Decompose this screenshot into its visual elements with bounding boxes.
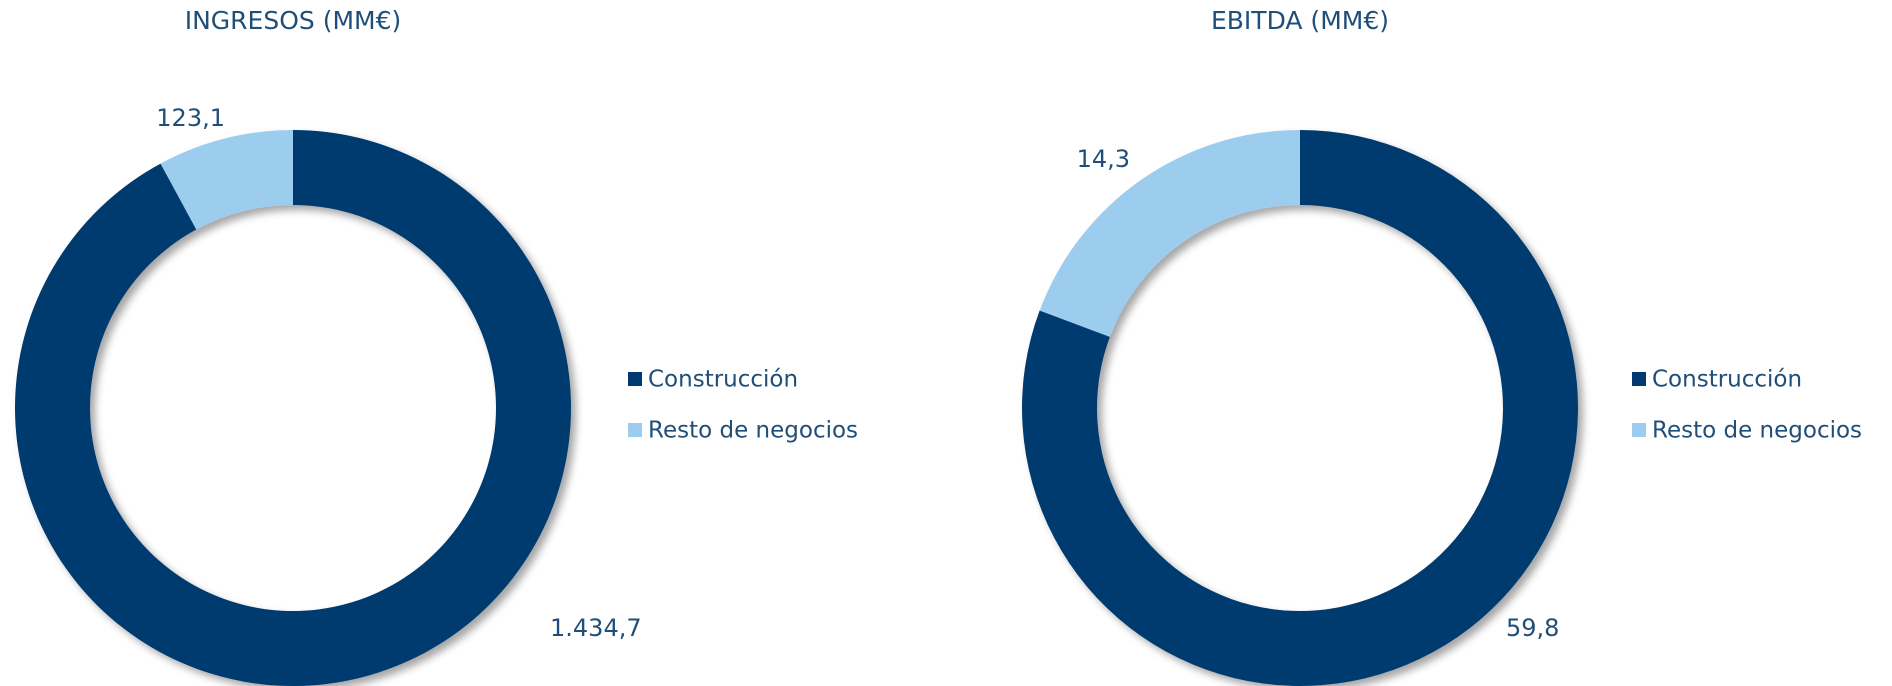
chart-title: EBITDA (MM€) xyxy=(1211,6,1389,35)
legend-swatch xyxy=(628,423,642,437)
donut xyxy=(14,130,571,686)
donut xyxy=(1022,129,1578,686)
value-label: 14,3 xyxy=(1077,145,1130,173)
legend-label: Construcción xyxy=(648,367,798,393)
legend-label: Construcción xyxy=(1652,367,1802,393)
legend-label: Resto de negocios xyxy=(648,418,858,444)
donut-segment xyxy=(160,130,293,230)
donut-segment xyxy=(14,130,571,686)
legend-swatch xyxy=(1632,372,1646,386)
value-label: 59,8 xyxy=(1506,614,1559,642)
chart-title: INGRESOS (MM€) xyxy=(185,6,402,35)
legend-swatch xyxy=(628,372,642,386)
legend-swatch xyxy=(1632,423,1646,437)
legend-label: Resto de negocios xyxy=(1652,418,1862,444)
donut-segment xyxy=(1039,129,1300,337)
value-label: 123,1 xyxy=(156,104,225,132)
value-label: 1.434,7 xyxy=(550,614,642,642)
